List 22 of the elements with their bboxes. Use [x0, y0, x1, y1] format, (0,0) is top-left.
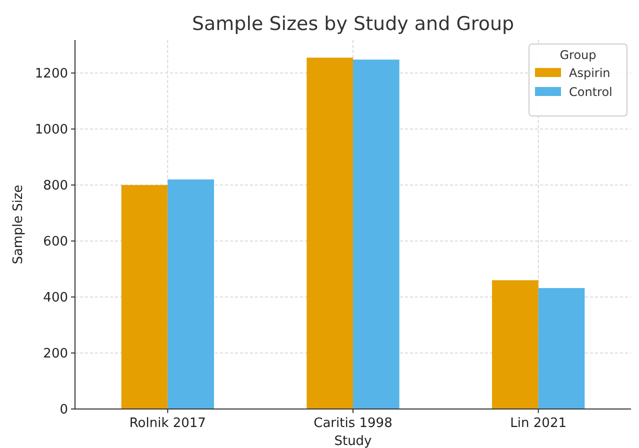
y-tick-label: 400 — [43, 290, 68, 306]
y-tick-label: 1000 — [34, 122, 68, 138]
x-tick-label: Caritis 1998 — [314, 416, 392, 431]
bar — [492, 280, 538, 409]
y-tick-label: 0 — [60, 402, 68, 418]
bar — [353, 60, 400, 409]
bar — [538, 288, 585, 409]
x-axis-title: Study — [334, 434, 372, 448]
y-axis-title: Sample Size — [11, 184, 26, 264]
x-tick-label: Rolnik 2017 — [129, 416, 206, 431]
x-tick-label: Lin 2021 — [510, 416, 566, 431]
bar — [121, 185, 168, 409]
y-tick-label: 200 — [43, 346, 68, 362]
legend-title: Group — [560, 48, 596, 62]
bar — [306, 58, 353, 409]
bar — [168, 179, 214, 409]
legend-label: Control — [569, 85, 612, 100]
y-tick-label: 1200 — [34, 66, 68, 82]
chart-title: Sample Sizes by Study and Group — [192, 13, 514, 35]
legend-label: Aspirin — [569, 66, 610, 80]
y-tick-label: 800 — [43, 178, 68, 194]
y-tick-label: 600 — [43, 234, 68, 250]
